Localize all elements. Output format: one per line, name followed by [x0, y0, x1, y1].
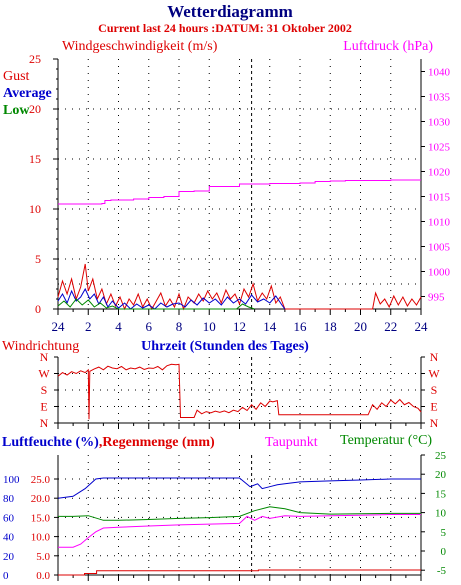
series-luftfeuchte: [57, 477, 421, 499]
dewpoint-title: Taupunkt: [265, 435, 318, 450]
series-temperatur: [58, 506, 421, 521]
pressure-y-tick-label: 995: [428, 292, 445, 304]
temp-y-tick-label: 5: [441, 527, 447, 539]
direction-panel-series: [57, 363, 422, 420]
legend-average: Average: [3, 86, 52, 101]
wind-x-tick-label: 12: [233, 319, 246, 334]
time-axis-title: Uhrzeit (Stunden des Tages): [141, 339, 309, 354]
temperature-title-text: Temperatur (: [340, 433, 413, 448]
series-gust: [57, 263, 422, 311]
temperature-title: Temperatur (°C): [340, 433, 432, 448]
rain-y-tick-label: 10.0: [31, 532, 51, 544]
direction-y-tick-label: E: [40, 400, 47, 414]
direction-y-tick-label: S: [41, 383, 48, 397]
series-windrichtung: [57, 363, 422, 420]
humidity-y-tick-label: 40: [3, 532, 15, 544]
wind-x-tick-label: 20: [354, 319, 367, 334]
humidity-panel-grid: [58, 455, 421, 575]
pressure-y-tick-label: 1040: [428, 67, 451, 79]
wind-y-tick-label: 25: [29, 52, 41, 66]
direction-panel-axes: N NW WS SE EN N: [38, 350, 440, 430]
humidity-y-tick-label: 100: [3, 474, 20, 486]
direction-y-tick-label: N: [40, 416, 49, 430]
pressure-y-tick-label: 1035: [428, 92, 451, 104]
temp-y-tick-label: 25: [435, 450, 447, 462]
humidity-y-tick-label: 80: [3, 493, 15, 505]
wind-x-tick-label: 24: [52, 319, 66, 334]
direction-y-tick-label-right: E: [430, 400, 437, 414]
legend-gust: Gust: [3, 69, 30, 84]
rain-y-tick-label: 25.0: [31, 474, 51, 486]
wind-direction-title: Windrichtung: [2, 339, 79, 354]
humidity-title-text: Luftfeuchte (%): [2, 435, 99, 450]
rain-y-tick-label: 0.0: [36, 570, 50, 582]
rain-title: Regenmenge (mm): [102, 435, 215, 450]
pressure-y-tick-label: 1005: [428, 242, 451, 254]
pressure-y-tick-label: 1025: [428, 142, 451, 154]
humidity-y-tick-label: 0: [3, 570, 9, 582]
pressure-y-tick-label: 1015: [428, 192, 451, 204]
direction-y-tick-label: W: [38, 367, 50, 381]
wind-panel-series: [57, 179, 422, 311]
pressure-title: Luftdruck (hPa): [343, 39, 433, 54]
direction-y-tick-label-right: S: [431, 383, 438, 397]
wind-panel-axes: 0510152025995100010051010101510201025103…: [29, 52, 451, 334]
wind-x-tick-label: 10: [203, 319, 216, 334]
direction-y-tick-label-right: N: [430, 350, 439, 364]
direction-panel-grid: [58, 357, 421, 423]
wind-x-tick-label: 14: [263, 319, 277, 334]
direction-y-tick-label-right: W: [428, 367, 440, 381]
rain-y-tick-label: 20.0: [31, 493, 51, 505]
wind-x-tick-label: 22: [384, 319, 397, 334]
humidity-title: Luftfeuchte (%),Regenmenge (mm): [2, 435, 215, 450]
wind-x-tick-label: 18: [324, 319, 337, 334]
temp-y-tick-label: 15: [435, 488, 447, 500]
temp-y-tick-label: 10: [435, 508, 447, 520]
rain-y-tick-label: 5.0: [36, 551, 50, 563]
humidity-y-tick-label: 60: [3, 512, 15, 524]
direction-y-tick-label: N: [40, 350, 49, 364]
temp-y-tick-label: 20: [435, 469, 447, 481]
wind-x-tick-label: 4: [115, 319, 122, 334]
rain-y-tick-label: 15.0: [31, 512, 51, 524]
direction-y-tick-label-right: N: [430, 416, 439, 430]
title-comma: ,: [99, 435, 103, 450]
wind-x-tick-label: 24: [415, 319, 429, 334]
wind-x-tick-label: 8: [176, 319, 183, 334]
series-luftdruck: [58, 179, 421, 205]
page-subtitle: Current last 24 hours :DATUM: 31 Oktober…: [98, 21, 352, 35]
series-taupunkt: [58, 514, 421, 548]
pressure-y-tick-label: 1030: [428, 117, 451, 129]
pressure-y-tick-label: 1010: [428, 217, 451, 229]
pressure-y-tick-label: 1020: [428, 167, 451, 179]
wind-y-tick-label: 5: [35, 252, 41, 266]
series-low: [57, 298, 255, 310]
wind-x-tick-label: 6: [146, 319, 153, 334]
temp-y-tick-label: -5: [437, 565, 447, 577]
wind-x-tick-label: 16: [294, 319, 308, 334]
wind-y-tick-label: 20: [29, 102, 41, 116]
wind-y-tick-label: 15: [29, 152, 41, 166]
legend-low: Low: [3, 103, 30, 118]
pressure-y-tick-label: 1000: [428, 267, 451, 279]
humidity-y-tick-label: 20: [3, 551, 15, 563]
page-title: Wetterdiagramm: [167, 2, 293, 21]
series-regenmenge: [58, 569, 421, 576]
wind-y-tick-label: 10: [29, 202, 41, 216]
humidity-panel-series: [57, 477, 421, 576]
wind-y-tick-label: 0: [35, 302, 41, 316]
series-average: [57, 287, 286, 310]
temperature-unit: °C): [412, 433, 432, 448]
wind-speed-title: Windgeschwindigkeit (m/s): [62, 39, 218, 54]
temp-y-tick-label: 0: [441, 546, 447, 558]
wind-x-tick-label: 2: [85, 319, 92, 334]
